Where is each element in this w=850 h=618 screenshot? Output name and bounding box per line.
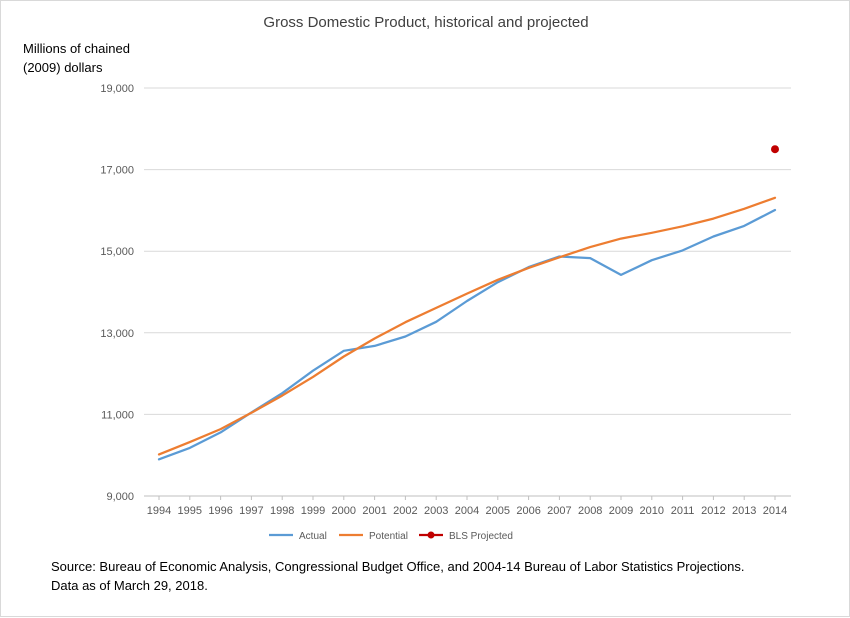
y-axis-tick-labels: 9,000 11,000 13,000 15,000 17,000 19,000 [100,83,134,503]
legend-label-bls-projected: BLS Projected [449,531,513,542]
data-point-actual [373,344,377,348]
data-point-potential [588,245,592,249]
source-note-line-1: Source: Bureau of Economic Analysis, Con… [51,559,745,574]
source-note: Source: Bureau of Economic Analysis, Con… [51,557,745,595]
data-point-potential [373,337,377,341]
data-point-actual [342,349,346,353]
data-point-actual [434,320,438,324]
data-point-actual [403,334,407,338]
data-point-potential [188,440,192,444]
data-point-potential [650,231,654,235]
chart-title: Gross Domestic Product, historical and p… [263,14,588,31]
legend-marker-bls-projected [427,531,435,539]
source-note-line-2: Data as of March 29, 2018. [51,578,208,593]
data-point-potential [527,266,531,270]
data-point-potential [681,224,685,228]
data-point-actual [681,248,685,252]
y-tick-label: 19,000 [100,83,134,95]
data-point-actual [711,235,715,239]
x-tick-label: 1994 [147,505,171,517]
y-tick-label: 11,000 [101,409,134,421]
x-tick-label: 2006 [516,505,540,517]
y-tick-label: 9,000 [106,491,134,503]
x-tick-label: 2013 [732,505,756,517]
data-point-potential [742,207,746,211]
x-tick-label: 2014 [763,505,787,517]
x-tick-label: 2001 [362,505,386,517]
data-point-potential [311,375,315,379]
data-point-actual [311,369,315,373]
data-point-potential [773,196,777,200]
data-point-potential [434,306,438,310]
x-tick-label: 1999 [301,505,325,517]
x-tick-label: 1996 [208,505,232,517]
x-tick-label: 2002 [393,505,417,517]
data-point-potential [249,411,253,415]
y-axis-label: Millions of chained (2009) dollars [23,39,130,77]
data-point-bls-projected [771,145,779,154]
x-tick-label: 1995 [178,505,202,517]
legend-label-potential: Potential [369,531,408,542]
data-point-potential [219,427,223,431]
y-tick-label: 13,000 [100,328,134,340]
data-point-actual [773,208,777,212]
data-point-actual [742,224,746,228]
x-tick-label: 2003 [424,505,448,517]
data-point-potential [557,255,561,259]
x-tick-label: 2000 [332,505,356,517]
data-point-potential [342,354,346,358]
x-tick-label: 2005 [486,505,510,517]
y-tick-label: 17,000 [100,165,134,177]
data-point-potential [711,217,715,221]
data-series [157,145,779,461]
series-line-actual [157,208,777,461]
y-tick-label: 15,000 [100,246,134,258]
data-point-potential [280,394,284,398]
x-axis-tick-labels: 1994 1995 1996 1997 1998 1999 2000 2001 2002 2003… [147,496,787,517]
x-tick-label: 1997 [239,505,263,517]
data-point-potential [496,278,500,282]
legend: Actual Potential BLS Projected [269,531,513,542]
data-point-actual [588,256,592,260]
data-point-actual [157,457,161,461]
data-point-actual [619,273,623,277]
data-point-potential [619,237,623,241]
data-point-actual [465,299,469,303]
x-tick-label: 2010 [640,505,664,517]
x-tick-label: 2007 [547,505,571,517]
series-line-potential [157,196,777,456]
x-tick-label: 2008 [578,505,602,517]
y-axis-label-line-1: Millions of chained [23,41,130,56]
data-point-actual [188,446,192,450]
y-axis-label-line-2: (2009) dollars [23,60,103,75]
x-tick-label: 2011 [671,505,695,517]
data-point-potential [403,320,407,324]
x-tick-label: 2009 [609,505,633,517]
legend-label-actual: Actual [299,531,327,542]
x-tick-label: 2012 [701,505,725,517]
x-tick-label: 1998 [270,505,294,517]
data-point-potential [157,452,161,456]
x-tick-label: 2004 [455,505,479,517]
data-point-actual [650,258,654,262]
data-point-potential [465,292,469,296]
